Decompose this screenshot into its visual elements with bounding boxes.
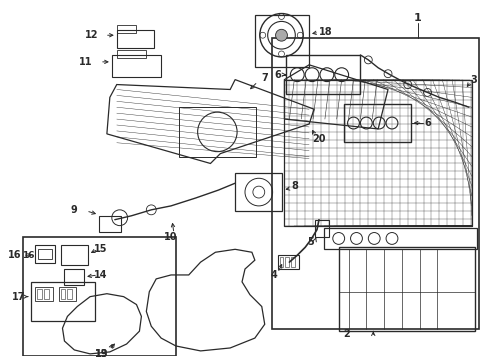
Bar [35, 287, 53, 301]
Bar [323, 228, 476, 249]
Bar [64, 269, 84, 285]
Text: 18: 18 [319, 27, 332, 37]
Bar [23, 238, 176, 356]
Circle shape [275, 29, 287, 41]
Bar [271, 38, 478, 329]
Bar [43, 289, 49, 299]
Bar [35, 246, 55, 263]
Bar [61, 246, 88, 265]
Text: 19: 19 [95, 349, 108, 359]
Text: 16: 16 [21, 251, 34, 260]
Text: 7: 7 [261, 73, 267, 83]
Text: 6: 6 [274, 70, 280, 80]
Bar [61, 289, 65, 299]
Bar [291, 257, 295, 267]
Bar [314, 220, 328, 238]
Bar [117, 25, 136, 33]
Text: 3: 3 [469, 75, 476, 85]
Bar [254, 15, 308, 67]
Bar [117, 50, 146, 58]
Bar [67, 289, 72, 299]
Text: 12: 12 [85, 30, 99, 40]
Text: 6: 6 [423, 118, 430, 128]
Text: 4: 4 [270, 270, 276, 280]
Bar [112, 55, 161, 77]
Bar [179, 107, 255, 157]
Bar [284, 80, 471, 226]
Bar [343, 104, 410, 142]
Text: 20: 20 [312, 134, 325, 144]
Bar [285, 257, 289, 267]
Bar [235, 173, 282, 211]
Bar [286, 55, 360, 94]
Text: 10: 10 [164, 233, 178, 243]
Bar [338, 247, 474, 331]
Text: 2: 2 [343, 329, 349, 339]
Bar [117, 30, 154, 48]
Text: 17: 17 [12, 292, 26, 302]
Bar [38, 249, 52, 259]
Text: 11: 11 [79, 57, 93, 67]
Text: 5: 5 [307, 237, 314, 247]
Text: 14: 14 [94, 270, 107, 280]
Bar [37, 289, 41, 299]
Bar [277, 255, 299, 269]
Text: 13: 13 [95, 349, 108, 359]
Text: 16: 16 [8, 250, 22, 260]
Text: 15: 15 [94, 244, 107, 254]
Text: 1: 1 [413, 13, 421, 23]
Bar [59, 287, 76, 301]
Bar [31, 282, 95, 321]
Bar [99, 216, 121, 231]
Text: 9: 9 [71, 205, 78, 215]
Bar [279, 257, 283, 267]
Text: 8: 8 [291, 181, 298, 191]
